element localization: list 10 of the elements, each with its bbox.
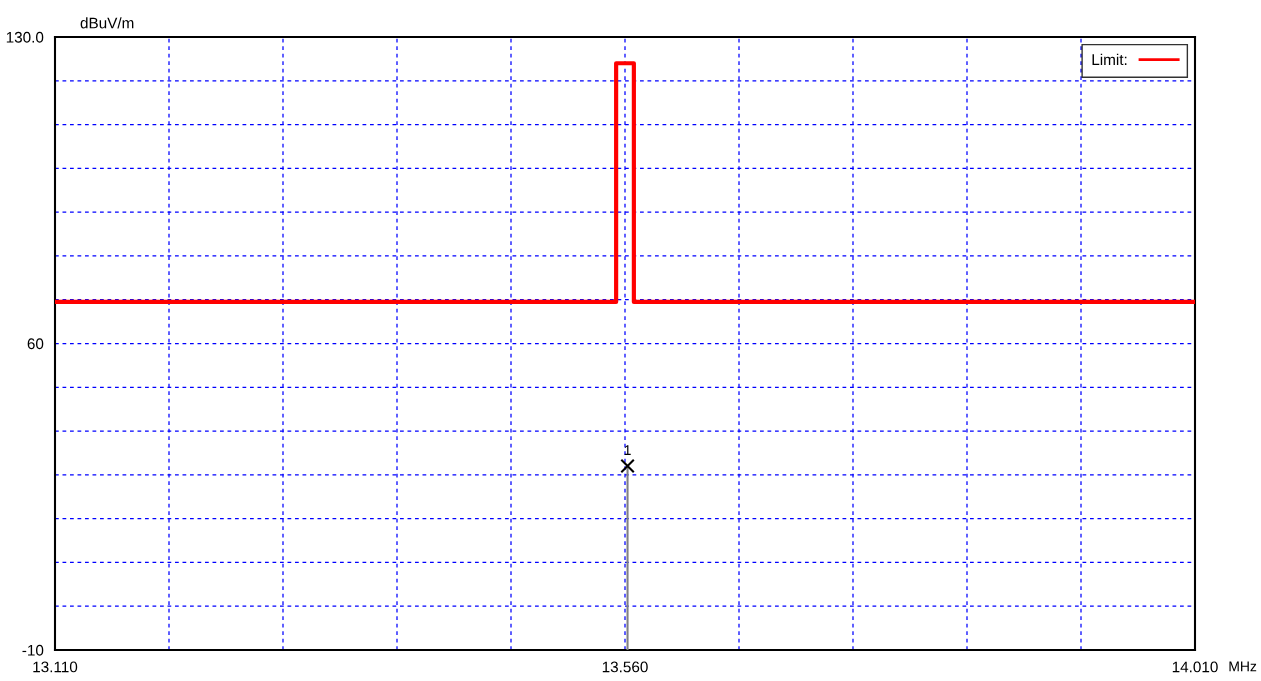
legend-label: Limit: — [1092, 53, 1127, 65]
y-tick-label: 60 — [27, 338, 44, 350]
x-tick-label: 13.560 — [602, 661, 648, 673]
x-tick-label: 13.110 — [33, 661, 78, 673]
x-tick-label: 14.010 — [1172, 661, 1218, 673]
x-axis-title: MHz — [1229, 661, 1257, 672]
annotation: 1 — [624, 445, 631, 455]
y-axis-title: dBuV/m — [80, 17, 134, 29]
y-tick-label: -10 — [22, 644, 44, 656]
y-tick-label: 130.0 — [6, 31, 44, 43]
